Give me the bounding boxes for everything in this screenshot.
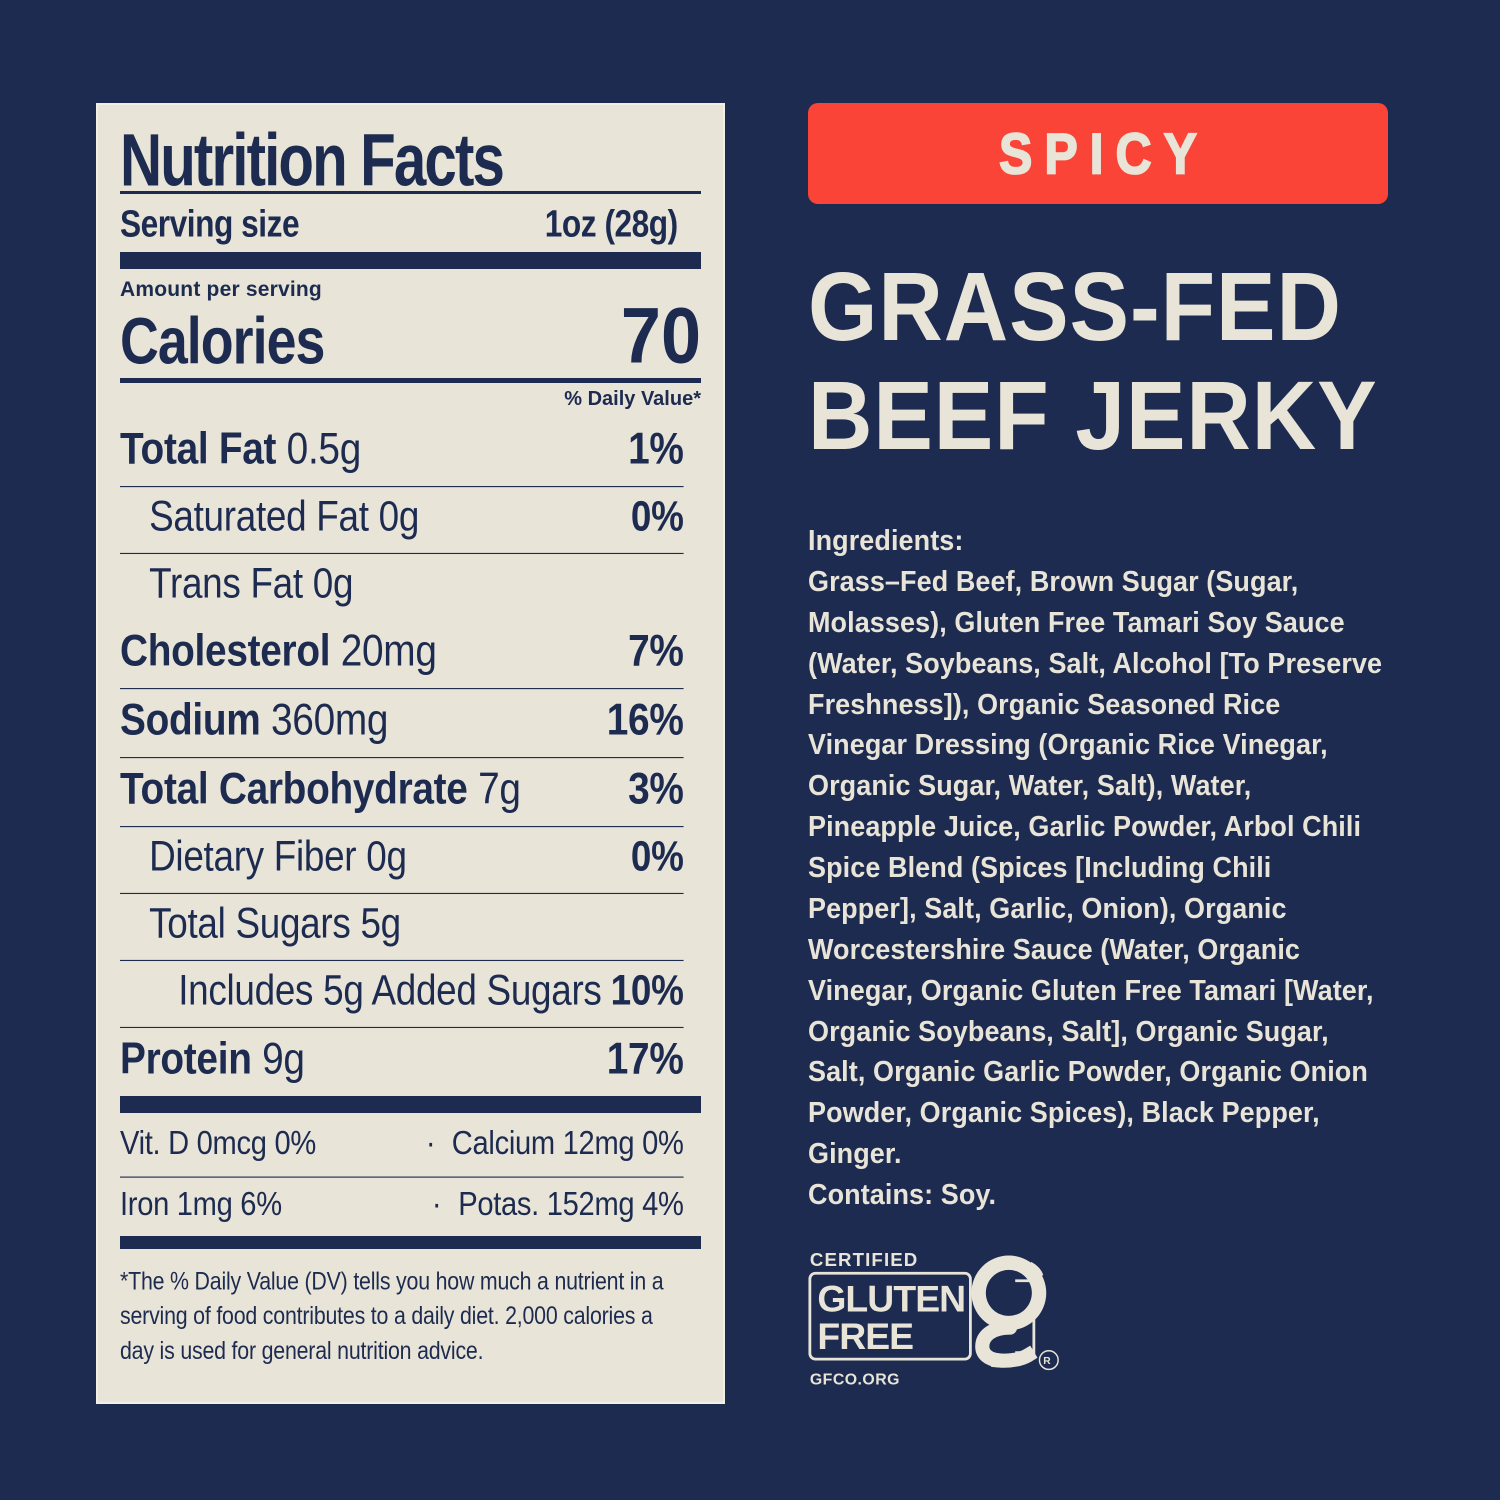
svg-text:GFCO.ORG: GFCO.ORG bbox=[810, 1371, 900, 1388]
svg-text:R: R bbox=[1043, 1356, 1051, 1367]
svg-text:FREE: FREE bbox=[817, 1315, 913, 1357]
svg-text:CERTIFIED: CERTIFIED bbox=[810, 1249, 919, 1270]
svg-text:GLUTEN: GLUTEN bbox=[817, 1278, 965, 1320]
